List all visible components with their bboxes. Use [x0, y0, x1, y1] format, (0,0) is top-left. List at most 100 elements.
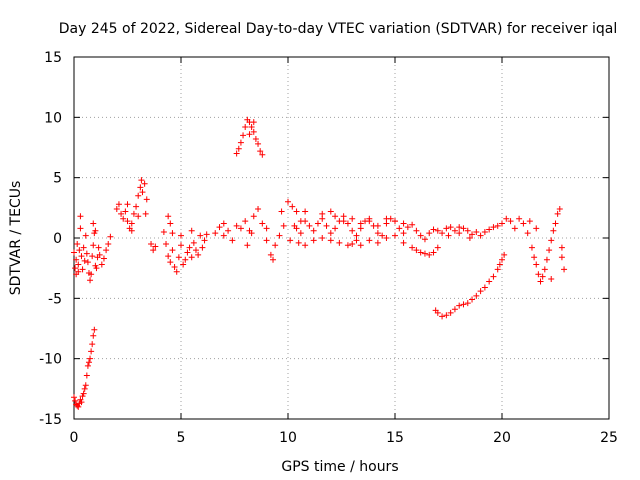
data-point: [77, 225, 84, 232]
data-point: [306, 222, 313, 229]
data-point: [233, 222, 240, 229]
data-point: [439, 313, 446, 320]
data-point: [469, 231, 476, 238]
data-point: [178, 242, 184, 249]
data-point: [267, 251, 274, 258]
data-point: [248, 123, 255, 130]
data-point: [302, 242, 309, 249]
data-point: [543, 256, 550, 263]
data-point: [74, 241, 81, 248]
y-tick-label: 5: [53, 171, 62, 187]
data-point: [486, 278, 493, 285]
data-point: [199, 244, 206, 251]
data-point: [180, 261, 187, 268]
data-point: [336, 239, 343, 246]
data-point: [167, 259, 174, 266]
data-point: [75, 403, 82, 410]
data-point: [152, 243, 159, 250]
data-point: [124, 218, 131, 225]
data-point: [188, 254, 195, 261]
data-point: [297, 230, 304, 237]
data-point: [417, 249, 424, 256]
data-point: [71, 249, 77, 256]
data-point: [128, 220, 135, 227]
data-point: [501, 251, 508, 258]
data-point: [77, 213, 84, 220]
data-point: [237, 225, 244, 232]
data-point: [87, 355, 94, 362]
data-point: [167, 220, 174, 227]
data-point: [92, 227, 99, 234]
data-point: [98, 261, 105, 268]
data-point: [430, 226, 437, 233]
y-tick-label: 10: [44, 110, 62, 126]
data-point: [135, 213, 142, 220]
y-axis-label: SDTVAR / TECUs: [8, 181, 24, 296]
data-point: [344, 242, 351, 249]
data-point: [535, 271, 542, 278]
data-point: [115, 201, 122, 208]
data-point: [169, 247, 176, 254]
data-point: [137, 184, 144, 191]
data-point: [332, 225, 339, 232]
data-point: [122, 208, 129, 215]
data-point: [417, 232, 424, 239]
data-point: [400, 220, 407, 227]
data-point: [73, 256, 80, 263]
data-point: [280, 222, 287, 229]
data-point: [451, 306, 458, 313]
series-seg9: [302, 208, 407, 229]
x-tick-label: 15: [386, 430, 404, 446]
data-point: [128, 227, 135, 234]
data-point: [88, 348, 95, 355]
data-point: [240, 132, 247, 139]
data-point: [120, 215, 127, 222]
data-point: [302, 218, 309, 225]
data-point: [499, 220, 505, 227]
data-point: [293, 225, 300, 232]
data-point: [212, 230, 219, 237]
data-point: [445, 232, 452, 239]
series-seg4: [148, 213, 210, 275]
data-point: [96, 251, 103, 258]
data-point: [295, 239, 302, 246]
data-point: [72, 265, 79, 272]
series-seg5: [212, 198, 304, 263]
data-point: [252, 136, 259, 143]
data-point: [255, 140, 262, 147]
data-point: [524, 230, 531, 237]
data-point: [195, 251, 202, 258]
data-point: [464, 227, 471, 234]
data-point: [93, 265, 100, 272]
data-point: [91, 326, 98, 333]
x-tick-label: 10: [279, 430, 297, 446]
data-point: [82, 382, 89, 389]
data-point: [366, 237, 373, 244]
data-point: [75, 268, 82, 275]
data-point: [150, 247, 157, 254]
data-point: [84, 259, 91, 266]
data-point: [409, 244, 416, 251]
data-point: [250, 119, 257, 126]
data-point: [87, 277, 94, 284]
data-point: [490, 224, 497, 231]
data-point: [464, 300, 471, 307]
data-point: [263, 237, 270, 244]
data-point: [263, 225, 270, 232]
data-point: [310, 237, 317, 244]
data-point: [78, 399, 85, 406]
chart-title: Day 245 of 2022, Sidereal Day-to-day VTE…: [59, 21, 617, 37]
data-point: [434, 244, 441, 251]
data-point: [89, 341, 96, 348]
data-point: [272, 242, 279, 249]
data-point: [528, 244, 535, 251]
series-seg12: [516, 206, 568, 285]
data-point: [443, 225, 450, 232]
grid: [74, 57, 609, 419]
data-point: [83, 372, 90, 379]
data-point: [133, 203, 140, 210]
series-seg7: [293, 213, 437, 243]
data-point: [103, 247, 110, 254]
data-point: [319, 210, 326, 217]
series-seg11: [432, 251, 508, 320]
